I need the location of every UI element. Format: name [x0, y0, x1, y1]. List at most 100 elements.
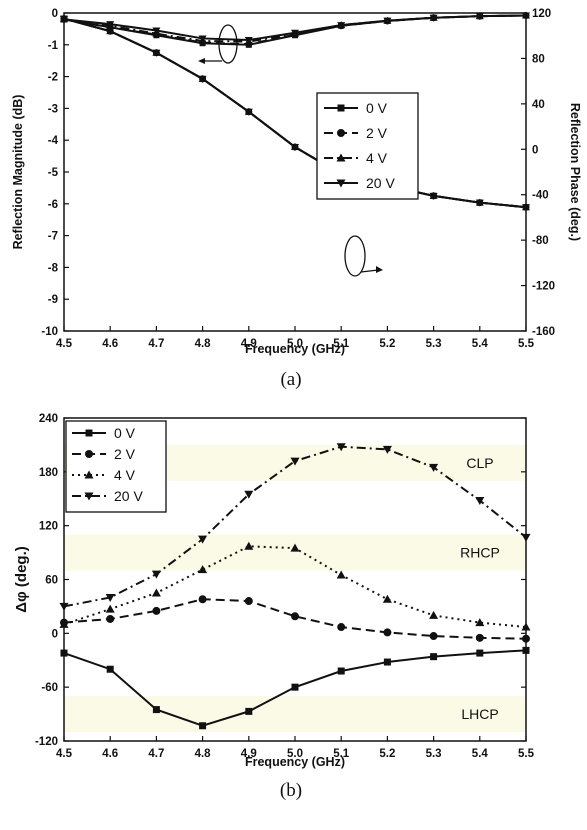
- y-tick-label-b: 60: [45, 575, 58, 587]
- polarization-band: [64, 696, 526, 733]
- legend-label-b: 0 V: [114, 425, 136, 441]
- annotation-ellipse-magnitude: [218, 24, 238, 64]
- delta-phase-point: [382, 594, 392, 603]
- delta-phase-point: [475, 633, 484, 642]
- phase-point: [198, 75, 207, 83]
- delta-phase-point: [291, 612, 299, 621]
- legend-label-b: 20 V: [114, 488, 143, 504]
- y-tick-label-b: 180: [39, 467, 58, 479]
- phase-point: [152, 49, 161, 57]
- legend-label-b: 2 V: [114, 446, 136, 462]
- legend-a: 0 V 2 V 4 V 20 V: [316, 92, 419, 200]
- delta-phase-point: [290, 543, 300, 552]
- legend-marker-a: [336, 153, 346, 162]
- arrowhead-phase: [376, 266, 383, 273]
- delta-phase-point: [106, 614, 115, 623]
- y2-tick-label-a: -80: [532, 235, 549, 247]
- magnitude-point: [475, 13, 484, 21]
- phase-series-line: [63, 17, 527, 209]
- delta-phase-point: [382, 445, 392, 454]
- y-tick-label-a: -6: [48, 199, 58, 211]
- annotation-ellipse-phase: [344, 235, 366, 277]
- caption-b: (b): [280, 780, 302, 801]
- delta-phase-point: [106, 665, 114, 673]
- y-axis-label-a: Reflection Magnitude (dB): [11, 95, 25, 250]
- delta-phase-point: [383, 658, 391, 666]
- delta-phase-point: [429, 463, 439, 472]
- y-tick-label-a: -1: [48, 40, 59, 52]
- delta-phase-point: [198, 595, 207, 604]
- magnitude-point: [198, 35, 207, 43]
- y2-tick-label-a: 80: [532, 53, 545, 65]
- legend-marker-b: [85, 429, 93, 437]
- delta-phase-point: [336, 443, 346, 452]
- delta-phase-point: [383, 628, 392, 637]
- y-axis-label-b: Δφ (deg.): [13, 546, 30, 613]
- phase-point: [244, 108, 253, 116]
- legend-label-b: 4 V: [114, 467, 136, 483]
- phase-point: [291, 144, 299, 152]
- y-tick-label-b: -60: [41, 682, 58, 694]
- arrowhead-magnitude: [198, 58, 205, 64]
- band-label: LHCP: [461, 706, 498, 722]
- delta-phase-point: [475, 497, 485, 506]
- magnitude-point: [429, 14, 438, 22]
- delta-phase-point: [430, 653, 438, 661]
- x-tick-label-a: 5.5: [518, 338, 535, 350]
- phase-series-line: [63, 17, 527, 209]
- y-tick-label-a: 0: [52, 8, 58, 20]
- y-tick-label-a: -4: [48, 135, 59, 147]
- legend-marker-b: [84, 492, 94, 501]
- x-tick-label-a: 5.2: [379, 338, 395, 350]
- delta-phase-point: [198, 535, 208, 544]
- legend-label-a: 0 V: [366, 100, 388, 116]
- x-tick-label-b: 5.2: [379, 748, 395, 760]
- delta-phase-point: [244, 597, 253, 606]
- y2-tick-label-a: -40: [532, 190, 549, 202]
- chart-a: 4.5 4.6 4.7 4.8 4.9 5.0 5.1 5.2 5.3 5.4 5.5 0 -1 -2 -3…: [11, 8, 582, 390]
- delta-phase-series-line: [63, 445, 527, 608]
- delta-phase-point: [337, 623, 346, 632]
- delta-phase-point: [151, 570, 161, 579]
- delta-phase-point: [244, 541, 254, 550]
- legend-marker-a: [336, 179, 346, 188]
- x-tick-label-b: 4.9: [241, 748, 257, 760]
- x-tick-label-b: 5.4: [472, 748, 489, 760]
- delta-phase-point: [105, 604, 115, 613]
- legend-marker-a: [337, 104, 345, 112]
- x-tick-label-b: 4.6: [102, 748, 118, 760]
- delta-phase-point: [475, 618, 485, 627]
- x-tick-label-a: 5.0: [287, 338, 303, 350]
- y-tick-label-a: -5: [48, 167, 59, 179]
- delta-phase-point: [151, 588, 161, 597]
- delta-phase-point: [152, 706, 160, 714]
- x-tick-label-b: 4.5: [56, 748, 73, 760]
- y-tick-label-a: -9: [48, 294, 58, 306]
- legend-b: 0 V 2 V 4 V 20 V: [65, 420, 167, 513]
- magnitude-point: [383, 17, 392, 25]
- legend-box-a: [316, 92, 419, 200]
- magnitude-point: [337, 22, 346, 30]
- legend-marker-a: [337, 129, 345, 137]
- y-tick-label-a: -7: [48, 231, 58, 243]
- delta-phase-point: [245, 707, 253, 715]
- y-tick-label-a: -2: [48, 72, 58, 84]
- legend-label-a: 2 V: [366, 125, 388, 141]
- legend-box-b: [65, 420, 167, 513]
- magnitude-series-line: [63, 14, 527, 46]
- x-tick-label-a: 4.8: [195, 338, 212, 350]
- legend-label-a: 20 V: [366, 175, 395, 191]
- annotation-arrow-phase: [360, 269, 379, 273]
- legend-marker-b: [85, 450, 93, 458]
- caption-a: (a): [280, 369, 301, 390]
- delta-phase-point: [291, 683, 299, 691]
- y-tick-label-a: -3: [48, 103, 58, 115]
- y2-tick-label-a: 40: [532, 99, 545, 111]
- y-tick-label-a: -8: [48, 262, 59, 274]
- delta-phase-point: [105, 593, 115, 602]
- chart-b: CLP RHCP LHCP 4.5 4.6 4.7 4.8 4.9 5.0 5.1 5.2 5.3 5.…: [13, 413, 535, 801]
- delta-phase-point: [337, 667, 345, 675]
- delta-phase-point: [290, 457, 300, 466]
- x-tick-label-b: 5.3: [426, 748, 442, 760]
